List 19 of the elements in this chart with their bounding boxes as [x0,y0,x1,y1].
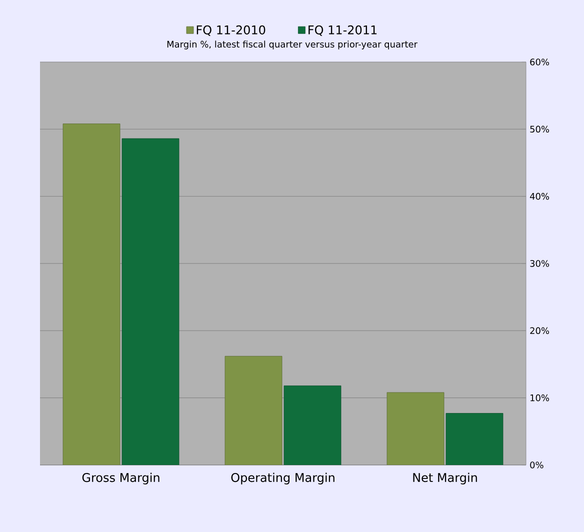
bar [122,138,180,465]
bar [224,356,282,465]
bar [386,392,444,465]
y-tick-label: 20% [530,327,550,334]
legend-label: FQ 11-2010 [196,25,266,36]
x-tick-label: Gross Margin [82,472,160,484]
y-tick-label: 50% [530,126,550,133]
legend-label: FQ 11-2011 [308,25,377,36]
bar [62,124,120,465]
bar [284,386,342,465]
y-tick-label: 10% [530,394,550,402]
bar [446,413,504,465]
y-tick-label: 0% [530,462,544,468]
x-tick-label: Net Margin [413,472,477,484]
y-tick-label: 30% [530,260,550,267]
chart-subtitle: Margin %, latest fiscal quarter versus prior-year quarter [167,40,418,50]
x-tick-label: Operating Margin [231,472,334,484]
y-tick-label: 40% [530,192,550,200]
y-tick-label: 60% [530,58,550,66]
